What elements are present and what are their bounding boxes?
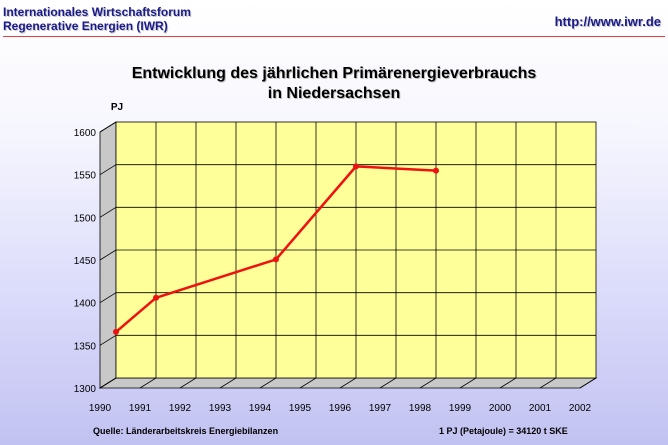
chart-title-line2: in Niedersachsen (267, 85, 401, 102)
x-gridline-floor (259, 377, 277, 389)
data-point (273, 256, 279, 263)
x-tick-label: 1992 (169, 403, 192, 414)
y-tick-label: 1400 (74, 299, 97, 310)
x-gridline-floor (379, 377, 397, 389)
data-point (353, 163, 359, 170)
x-tick-label: 2000 (489, 403, 512, 414)
y-tick-label: 1350 (74, 341, 97, 352)
x-tick-label: 1991 (129, 403, 152, 414)
x-tick-label: 1995 (289, 403, 312, 414)
y-tick-label: 1600 (74, 128, 97, 139)
organization-name: Internationales Wirtschaftsforum Regener… (3, 5, 191, 33)
chart-title: Entwicklung des jährlichen Primärenergie… (0, 64, 668, 104)
y-gridline-side (99, 292, 117, 304)
data-point (153, 294, 159, 301)
x-gridline-floor (419, 377, 437, 389)
chart-title-line1: Entwicklung des jährlichen Primärenergie… (131, 65, 537, 82)
x-gridline-floor (339, 377, 357, 389)
x-tick-label: 1996 (329, 403, 352, 414)
x-tick-label: 1990 (89, 403, 112, 414)
source-note: Quelle: Länderarbeitskreis Energiebilanz… (93, 426, 279, 436)
x-tick-label: 1997 (369, 403, 392, 414)
organization-name-line2: Regenerative Energien (IWR) (3, 19, 168, 33)
x-tick-label: 1998 (409, 403, 432, 414)
x-gridline-floor (99, 377, 117, 389)
y-gridline-side (99, 334, 117, 346)
x-gridline-floor (179, 377, 197, 389)
x-gridline-floor (499, 377, 517, 389)
x-tick-label: 1999 (449, 403, 472, 414)
data-point (433, 167, 439, 174)
x-gridline-floor (539, 377, 557, 389)
x-gridline-floor (139, 377, 157, 389)
data-point (113, 328, 119, 335)
x-tick-label: 2001 (529, 403, 552, 414)
x-tick-label: 1993 (209, 403, 232, 414)
y-tick-label: 1550 (74, 171, 97, 182)
x-tick-label: 2002 (569, 403, 592, 414)
website-url: http://www.iwr.de (554, 14, 661, 29)
x-gridline-floor (219, 377, 237, 389)
x-gridline-floor (459, 377, 477, 389)
y-axis-label: PJ (111, 102, 123, 113)
header-divider (3, 36, 665, 37)
unit-conversion-note: 1 PJ (Petajoule) = 34120 t SKE (439, 426, 568, 436)
x-tick-label: 1994 (249, 403, 272, 414)
y-tick-label: 1500 (74, 213, 97, 224)
y-tick-label: 1450 (74, 256, 97, 267)
x-gridline-floor (299, 377, 317, 389)
y-gridline-side (99, 164, 117, 176)
y-gridline-side (99, 206, 117, 218)
x-gridline-floor (579, 377, 597, 389)
y-tick-label: 1300 (74, 384, 97, 395)
y-gridline-side (99, 249, 117, 261)
organization-name-line1: Internationales Wirtschaftsforum (3, 5, 191, 19)
y-gridline-side (99, 121, 117, 133)
